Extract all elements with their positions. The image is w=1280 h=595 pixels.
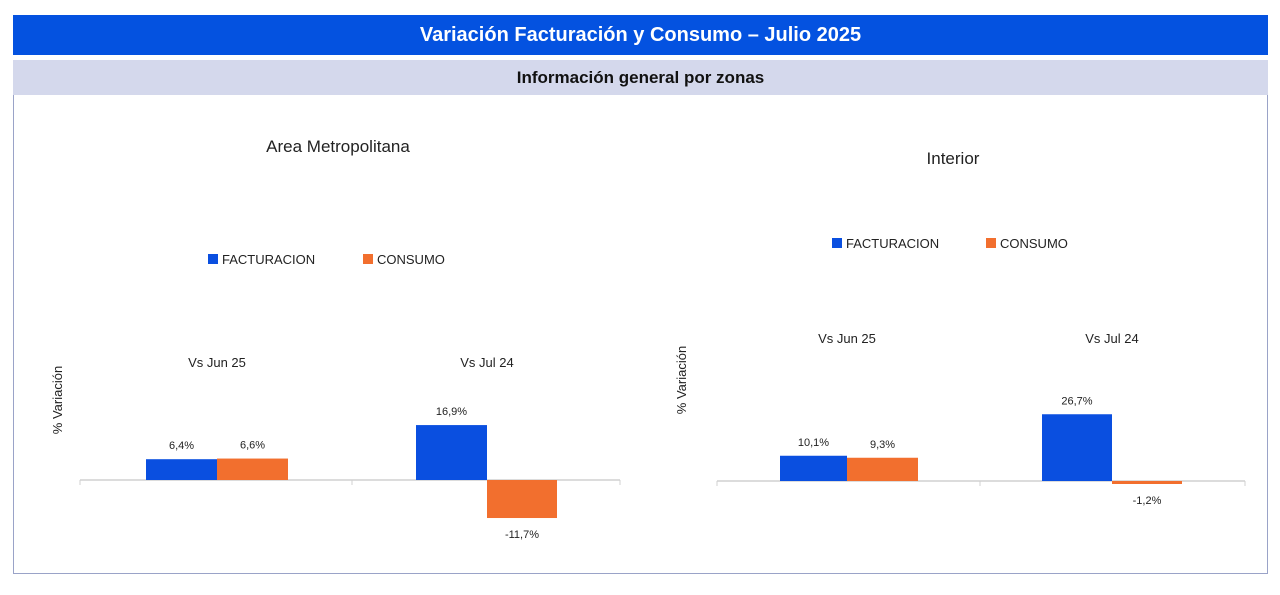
bar-facturacion bbox=[1042, 414, 1112, 481]
data-label: 6,6% bbox=[240, 440, 265, 452]
legend-label-consumo: CONSUMO bbox=[1000, 236, 1068, 251]
legend-swatch-consumo bbox=[363, 254, 373, 264]
bar-consumo bbox=[847, 457, 918, 481]
legend-label-facturacion: FACTURACION bbox=[222, 252, 315, 267]
bar-consumo bbox=[1112, 481, 1182, 484]
category-label: Vs Jul 24 bbox=[1085, 331, 1138, 346]
chart-title: Interior bbox=[927, 149, 980, 168]
data-label: -1,2% bbox=[1133, 495, 1162, 507]
report-subtitle: Información general por zonas bbox=[13, 60, 1268, 95]
charts-panel bbox=[13, 95, 1268, 574]
data-label: 26,7% bbox=[1061, 395, 1092, 407]
bar-consumo bbox=[217, 458, 288, 480]
data-label: 6,4% bbox=[169, 440, 194, 452]
data-label: 10,1% bbox=[798, 437, 829, 449]
y-axis-label: % Variación bbox=[50, 366, 65, 434]
legend-label-consumo: CONSUMO bbox=[377, 252, 445, 267]
legend-label-facturacion: FACTURACION bbox=[846, 236, 939, 251]
bar-facturacion bbox=[416, 425, 487, 480]
category-label: Vs Jun 25 bbox=[188, 355, 246, 370]
legend-swatch-facturacion bbox=[208, 254, 218, 264]
category-label: Vs Jun 25 bbox=[818, 331, 876, 346]
bar-facturacion bbox=[146, 459, 217, 480]
chart-title: Area Metropolitana bbox=[266, 137, 410, 156]
bar-consumo bbox=[487, 480, 557, 519]
report-title: Variación Facturación y Consumo – Julio … bbox=[13, 15, 1268, 55]
legend-swatch-facturacion bbox=[832, 238, 842, 248]
data-label: -11,7% bbox=[505, 529, 539, 541]
y-axis-label: % Variación bbox=[674, 346, 689, 414]
data-label: 9,3% bbox=[870, 439, 895, 451]
data-label: 16,9% bbox=[436, 406, 467, 418]
category-label: Vs Jul 24 bbox=[460, 355, 513, 370]
bar-facturacion bbox=[780, 455, 847, 481]
legend-swatch-consumo bbox=[986, 238, 996, 248]
